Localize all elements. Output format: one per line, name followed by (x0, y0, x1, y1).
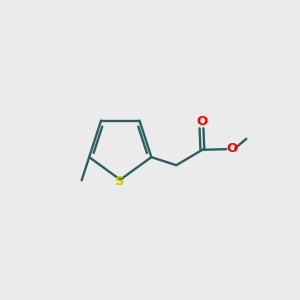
Text: S: S (116, 175, 125, 188)
Text: O: O (196, 115, 207, 128)
Text: O: O (226, 142, 238, 155)
